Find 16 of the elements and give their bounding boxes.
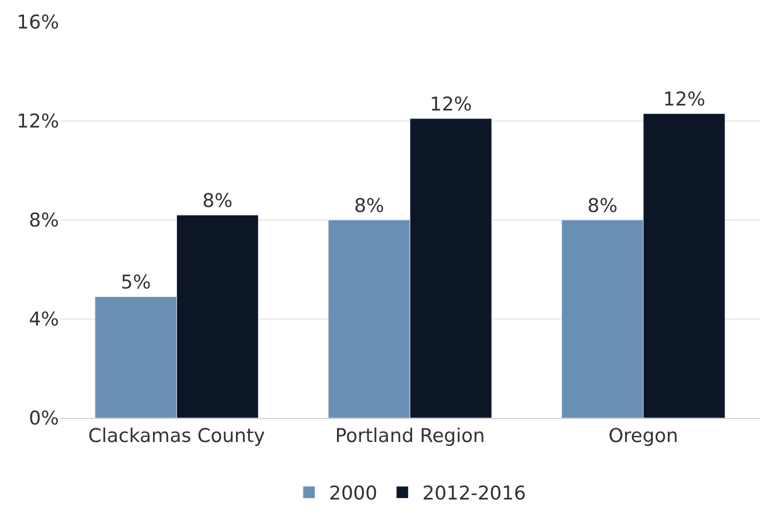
x-tick-label: Clackamas County [88, 424, 266, 447]
legend-label: 2000 [329, 482, 378, 505]
data-label: 8% [354, 195, 384, 217]
x-tick-label: Portland Region [335, 424, 485, 447]
y-tick-label: 4% [28, 308, 59, 331]
data-label: 8% [202, 190, 233, 212]
data-label: 12% [430, 94, 472, 116]
x-tick-label: Oregon [608, 424, 678, 447]
data-label: 5% [120, 272, 151, 294]
data-label: 8% [587, 195, 618, 217]
y-tick-label: 16% [16, 12, 59, 34]
y-tick-label: 8% [28, 210, 59, 232]
legend-label: 2012-2016 [422, 482, 526, 505]
data-label: 12% [663, 88, 706, 111]
y-tick-label: 0% [28, 408, 59, 430]
y-tick-label: 12% [16, 110, 59, 133]
